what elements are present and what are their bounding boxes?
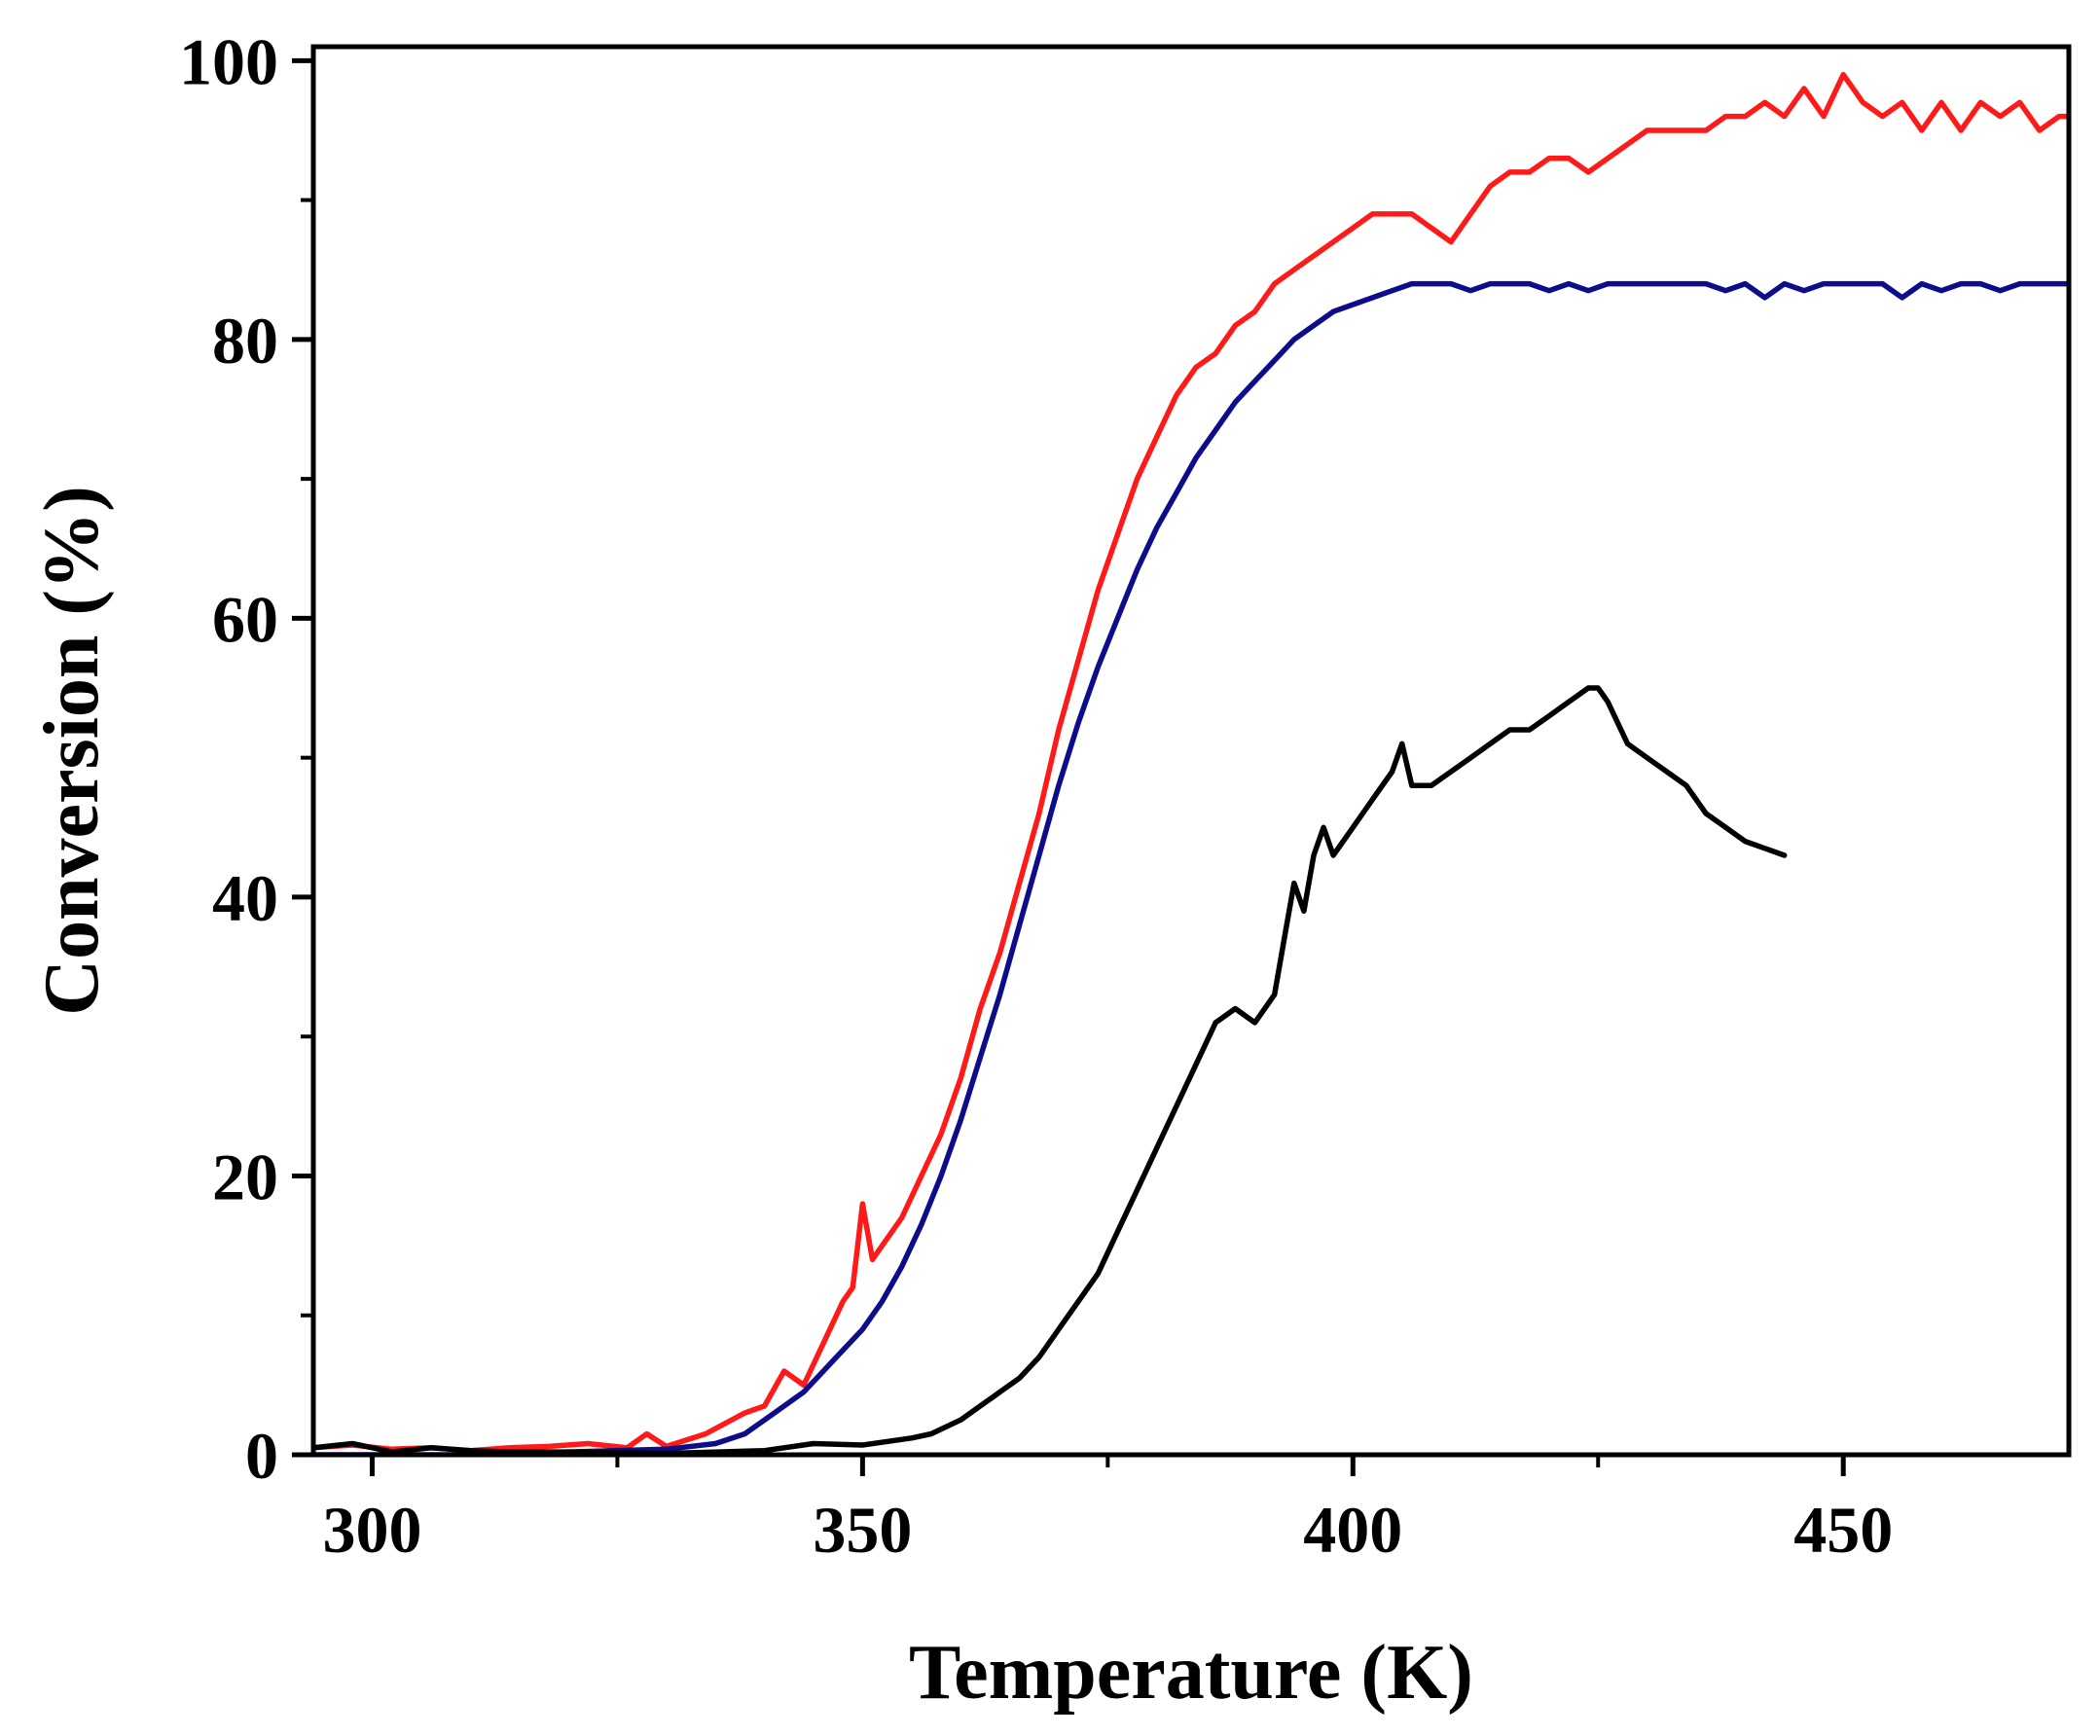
y-tick-label: 100 [179, 24, 278, 98]
series-layer [313, 71, 2069, 1455]
x-axis-title: Temperature (K) [909, 1630, 1473, 1716]
y-tick-label: 40 [212, 861, 278, 935]
series-line-black [313, 685, 1788, 1455]
series-line-red [313, 71, 2069, 1454]
y-tick-label: 20 [212, 1139, 278, 1213]
x-tick-label: 300 [322, 1493, 421, 1567]
x-tick-label: 450 [1793, 1493, 1893, 1567]
x-tick-label: 350 [813, 1493, 912, 1567]
series-line-blue [313, 280, 2069, 1455]
y-tick-label: 80 [212, 304, 278, 378]
label-layer: 300 350 400 450 0 20 40 60 80 100 [179, 24, 1893, 1567]
x-tick-label: 400 [1303, 1493, 1402, 1567]
y-tick-label: 60 [212, 582, 278, 656]
plot-frame [310, 44, 2072, 1458]
y-axis-title: Conversion (%) [29, 486, 115, 1015]
y-tick-label: 0 [245, 1419, 278, 1493]
